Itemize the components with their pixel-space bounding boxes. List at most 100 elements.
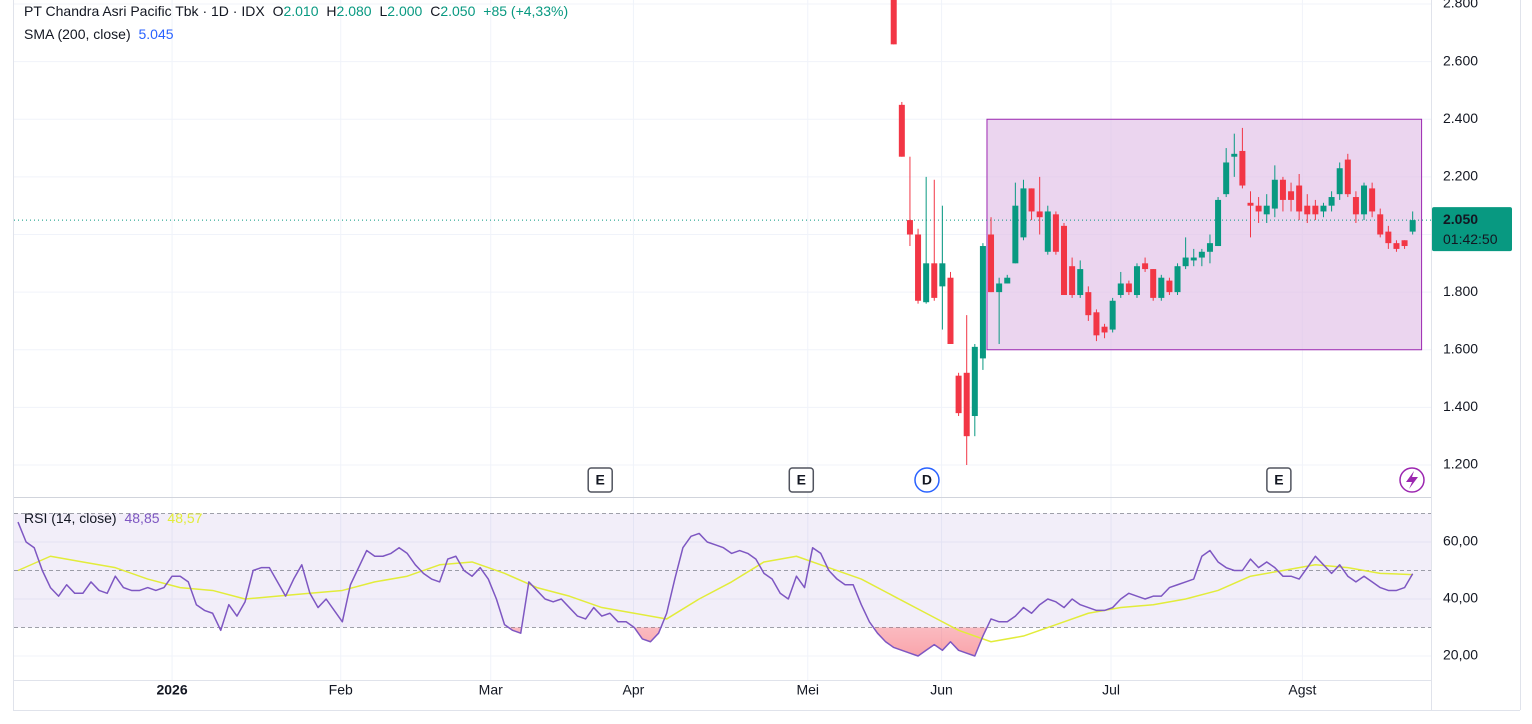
candle-body <box>1004 277 1011 284</box>
candle-body <box>1085 292 1092 316</box>
y-tick-label: 1.600 <box>1443 340 1478 356</box>
candle-body <box>1271 179 1278 209</box>
candle-body <box>1125 283 1132 293</box>
event-label: E <box>797 472 806 488</box>
rsi-ma-line <box>17 555 1413 643</box>
candle-body <box>1377 214 1384 235</box>
candle-body <box>1336 168 1343 195</box>
rsi-ma-value: 48,57 <box>167 510 202 526</box>
rsi-legend: RSI (14, close) 48,85 48,57 <box>24 510 203 526</box>
candle-body <box>898 104 905 157</box>
x-tick-label: Apr <box>623 682 645 698</box>
candle-body <box>1304 205 1311 215</box>
candle-body <box>1401 240 1408 247</box>
x-tick-label: Feb <box>329 682 353 698</box>
candle-body <box>1288 191 1295 200</box>
candle-body <box>1077 269 1084 296</box>
event-marker <box>587 467 613 493</box>
sma-value: 5.045 <box>139 26 174 42</box>
candle-body <box>939 263 946 287</box>
rsi-tick-label: 20,00 <box>1443 647 1478 663</box>
candle-body <box>1263 205 1270 215</box>
candle-body <box>996 283 1003 293</box>
x-tick-label: Agst <box>1288 682 1316 698</box>
candle-body <box>1101 326 1108 333</box>
event-label: D <box>922 472 932 488</box>
candle-body <box>1109 300 1116 330</box>
candle-body <box>1158 277 1165 298</box>
candle-body <box>1061 225 1068 296</box>
candle-body <box>1142 263 1149 270</box>
candle-body <box>1255 205 1262 212</box>
event-label: E <box>596 472 605 488</box>
flash-icon[interactable] <box>1406 471 1418 489</box>
candle-body <box>931 263 938 298</box>
symbol-title: PT Chandra Asri Pacific Tbk · 1D · IDX <box>24 3 265 19</box>
candle-body <box>947 277 954 344</box>
candle-body <box>1052 214 1059 252</box>
candle-body <box>1182 257 1189 267</box>
candle-body <box>1296 185 1303 212</box>
last-price-box <box>1432 207 1512 252</box>
candle-body <box>906 220 913 235</box>
candle-body <box>1166 280 1173 293</box>
candle-body <box>1028 188 1035 212</box>
rsi-value: 48,85 <box>124 510 159 526</box>
event-marker <box>788 467 815 493</box>
candle-body <box>963 372 970 437</box>
y-tick-label: 1.800 <box>1443 283 1478 299</box>
candle-body <box>1150 269 1157 298</box>
y-tick-label: 2.200 <box>1443 168 1478 184</box>
y-tick-label: 1.200 <box>1443 456 1478 472</box>
candle-body <box>1320 205 1327 212</box>
ohlc-value: 2.080 <box>337 3 372 19</box>
y-tick-label: 2.800 <box>1443 0 1478 11</box>
candle-body <box>1020 188 1027 238</box>
x-tick-label: 2026 <box>156 682 187 698</box>
candle-body <box>1012 205 1019 264</box>
ohlc-value: 2.050 <box>440 3 475 19</box>
candle-body <box>1312 205 1319 215</box>
rsi-line <box>17 521 1414 657</box>
candle-body <box>971 346 978 417</box>
countdown-label: 01:42:50 <box>1443 231 1498 247</box>
candle-body <box>1239 150 1246 186</box>
x-tick-label: Jul <box>1102 682 1120 698</box>
ohlc-key: L <box>379 3 387 19</box>
candle-body <box>1247 202 1254 206</box>
event-marker <box>914 467 940 493</box>
x-tick-label: Mar <box>479 682 503 698</box>
candle-body <box>979 246 986 359</box>
ohlc-key: H <box>326 3 336 19</box>
candle-body <box>988 234 995 293</box>
candle-body <box>1198 251 1205 258</box>
event-label: E <box>1274 472 1283 488</box>
ohlc-key: O <box>273 3 284 19</box>
x-tick-label: Mei <box>796 682 819 698</box>
ohlc-key: C <box>430 3 440 19</box>
y-tick-label: 2.400 <box>1443 110 1478 126</box>
candle-body <box>1215 199 1222 247</box>
last-price-label: 2.050 <box>1443 211 1478 227</box>
candle-body <box>1344 159 1351 195</box>
candle-body <box>1093 312 1100 336</box>
y-tick-label: 2.600 <box>1443 52 1478 68</box>
range-box <box>986 118 1423 351</box>
candle-body <box>1369 188 1376 212</box>
sma-legend: SMA (200, close) 5.045 <box>24 26 174 42</box>
candle-body <box>1409 220 1416 232</box>
candle-body <box>1044 211 1051 252</box>
header: PT Chandra Asri Pacific Tbk · 1D · IDX O… <box>24 3 568 19</box>
candle-body <box>1133 266 1140 296</box>
flash-marker[interactable] <box>1399 467 1425 493</box>
event-marker <box>1266 467 1292 493</box>
candle-body <box>1117 283 1124 296</box>
candle-body <box>915 234 922 301</box>
ohlc-value: 2.000 <box>387 3 422 19</box>
candle-body <box>1174 266 1181 293</box>
change: +85 (+4,33%) <box>483 3 568 19</box>
candle-body <box>1069 266 1076 296</box>
candle-body <box>1190 257 1197 261</box>
